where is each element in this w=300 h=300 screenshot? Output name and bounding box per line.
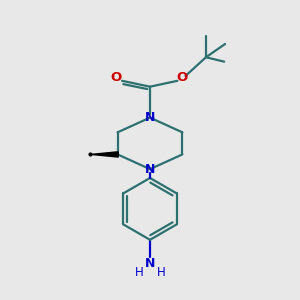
Text: O: O <box>176 71 188 84</box>
Text: H: H <box>134 266 143 279</box>
Text: N: N <box>145 163 155 176</box>
Text: O: O <box>110 71 121 84</box>
Text: H: H <box>157 266 166 279</box>
Text: N: N <box>145 111 155 124</box>
Text: N: N <box>145 257 155 270</box>
Polygon shape <box>91 152 118 157</box>
